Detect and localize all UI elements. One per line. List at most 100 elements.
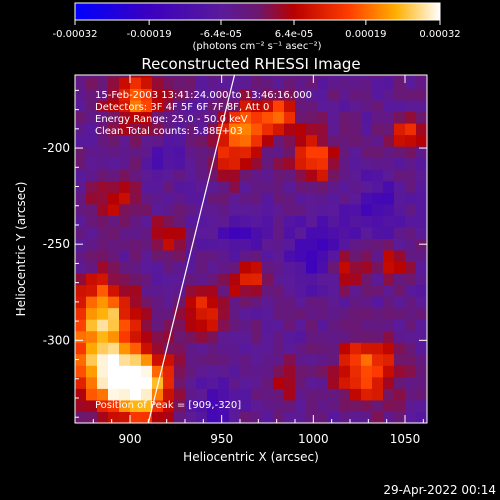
heatmap-cell [97, 75, 109, 78]
heatmap-cell [284, 261, 296, 274]
heatmap-cell [394, 75, 406, 78]
heatmap-cell [284, 319, 296, 332]
heatmap-cell [284, 342, 296, 355]
heatmap-cell [75, 399, 87, 412]
heatmap-cell [163, 376, 175, 389]
heatmap-cell [328, 365, 340, 378]
heatmap-cell [185, 353, 197, 366]
heatmap-cell [75, 330, 87, 343]
heatmap-cell [218, 319, 230, 332]
heatmap-cell [405, 307, 417, 320]
heatmap-cell [361, 215, 373, 228]
heatmap-cell [405, 88, 417, 101]
heatmap-cell [372, 330, 384, 343]
heatmap-cell [141, 330, 153, 343]
heatmap-cell [141, 157, 153, 170]
heatmap-cell [262, 76, 274, 89]
heatmap-cell [394, 76, 406, 89]
heatmap-cell [251, 134, 263, 147]
heatmap-cell [240, 296, 252, 309]
heatmap-cell [350, 399, 362, 412]
heatmap-cell [273, 411, 285, 423]
heatmap-cell [86, 330, 98, 343]
heatmap-cell [350, 388, 362, 401]
heatmap-cell [284, 203, 296, 216]
heatmap-cell [152, 261, 164, 274]
heatmap-cell [141, 146, 153, 159]
heatmap-cell [229, 365, 241, 378]
heatmap-cell [262, 261, 274, 274]
heatmap-cell [383, 203, 395, 216]
heatmap-cell [383, 75, 395, 78]
heatmap-cell [339, 249, 351, 262]
heatmap-cell [75, 203, 87, 216]
heatmap-cell [196, 111, 208, 124]
heatmap-cell [152, 123, 164, 136]
heatmap-cell [141, 319, 153, 332]
heatmap-cell [251, 226, 263, 239]
heatmap-cell [119, 342, 131, 355]
heatmap-cell [130, 388, 142, 401]
heatmap-cell [273, 238, 285, 251]
heatmap-cell [207, 238, 219, 251]
heatmap-cell [328, 296, 340, 309]
heatmap-cell [174, 169, 186, 182]
heatmap-cell [361, 203, 373, 216]
heatmap-cell [141, 376, 153, 389]
heatmap-cell [185, 399, 197, 412]
heatmap-cell [163, 203, 175, 216]
heatmap-cell [350, 261, 362, 274]
heatmap-cell [306, 411, 318, 423]
heatmap-cell [361, 284, 373, 297]
heatmap-cell [174, 226, 186, 239]
heatmap-cell [317, 249, 329, 262]
heatmap-cell [108, 273, 120, 286]
heatmap-cell [251, 399, 263, 412]
heatmap-cell [163, 75, 175, 78]
heatmap-cell [218, 307, 230, 320]
heatmap-cell [339, 123, 351, 136]
heatmap-cell [251, 169, 263, 182]
heatmap-cell [394, 261, 406, 274]
heatmap-cell [75, 76, 87, 89]
heatmap-cell [372, 365, 384, 378]
heatmap-cell [405, 180, 417, 193]
heatmap-cell [174, 388, 186, 401]
heatmap-cell [262, 284, 274, 297]
heatmap-cell [339, 296, 351, 309]
heatmap-cell [240, 342, 252, 355]
heatmap-cell [394, 353, 406, 366]
heatmap-cell [240, 261, 252, 274]
x-tick-label: 1050 [390, 432, 421, 446]
heatmap-cell [262, 99, 274, 113]
heatmap-cell [240, 388, 252, 401]
heatmap-cell [108, 180, 120, 193]
heatmap-cell [119, 319, 131, 332]
heatmap-cell [108, 123, 120, 136]
heatmap-cell [372, 99, 384, 113]
heatmap-cell [372, 273, 384, 286]
heatmap-cell [372, 411, 384, 423]
heatmap-cell [174, 342, 186, 355]
heatmap-cell [405, 192, 417, 205]
heatmap-cell [240, 123, 252, 136]
heatmap-cell [174, 296, 186, 309]
heatmap-cell [196, 296, 208, 309]
heatmap-cell [350, 146, 362, 159]
heatmap-cell [317, 111, 329, 124]
heatmap-cell [185, 388, 197, 401]
heatmap-cell [141, 238, 153, 251]
heatmap-cell [262, 296, 274, 309]
heatmap-cell [251, 296, 263, 309]
heatmap-cell [152, 157, 164, 170]
heatmap-cell [152, 319, 164, 332]
heatmap-cell [394, 88, 406, 101]
heatmap-cell [97, 169, 109, 182]
heatmap-cell [251, 192, 263, 205]
heatmap-cell [97, 238, 109, 251]
heatmap-cell [372, 226, 384, 239]
heatmap-cell [163, 146, 175, 159]
heatmap-cell [394, 134, 406, 147]
heatmap-cell [141, 192, 153, 205]
heatmap-cell [383, 215, 395, 228]
